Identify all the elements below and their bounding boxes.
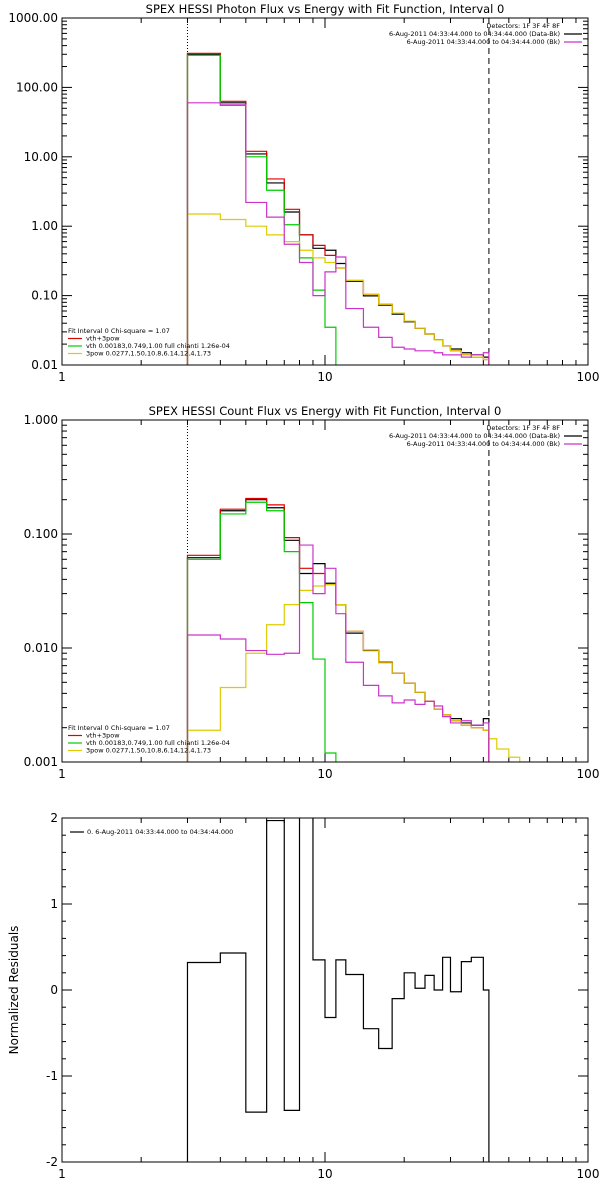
y-tick-label: 1000.00 xyxy=(8,11,58,25)
legend-entry-label: vth 0.00183,0.749,1.00 full chianti 1.26… xyxy=(86,342,230,350)
y-tick-label: -2 xyxy=(46,1155,58,1169)
series-line-bk xyxy=(186,102,490,365)
x-tick-label: 10 xyxy=(317,767,332,781)
legend-bottom-left: Fit Interval 0 Chi-square = 1.07vth+3pow… xyxy=(68,724,230,755)
panel-2: SPEX HESSI Count Flux vs Energy with Fit… xyxy=(24,404,600,781)
panel-3: 1 10 100 -2 -1 0 1 2 Normalized Residuals 0. 6-Au… xyxy=(7,811,599,1181)
legend-entry-label: 6-Aug-2011 04:33:44.000 to 04:34:44.000 … xyxy=(407,38,560,46)
legend-entry-label: vth+3pow xyxy=(86,335,120,343)
panel-1: SPEX HESSI Photon Flux vs Energy with Fi… xyxy=(8,2,599,384)
series-line-vth-3pow xyxy=(186,497,490,762)
series-line-bk xyxy=(186,544,490,762)
series-line-3pow xyxy=(186,213,490,365)
legend-title: Fit Interval 0 Chi-square = 1.07 xyxy=(68,724,170,732)
legend-bottom-left: Fit Interval 0 Chi-square = 1.07vth+3pow… xyxy=(68,327,230,358)
y-tick-label: -1 xyxy=(46,1069,58,1083)
plot-frame xyxy=(61,419,589,763)
x-tick-label: 1 xyxy=(58,370,66,384)
x-tick-label: 10 xyxy=(317,370,332,384)
y-tick-label: 0.010 xyxy=(24,641,58,655)
x-tick-label: 1 xyxy=(58,1167,66,1181)
legend-entry-label: 3pow 0.0277,1.50,10.8,6.14,12.4,1.73 xyxy=(86,747,211,755)
y-tick-label: 1.000 xyxy=(24,413,58,427)
legend-entry-label: 0. 6-Aug-2011 04:33:44.000 to 04:34:44.0… xyxy=(87,828,233,836)
legend-title: Detectors: 1F 3F 4F 8F xyxy=(486,22,560,30)
series-group xyxy=(186,52,490,365)
series-line-data-bk xyxy=(186,499,490,762)
legend-entry-label: 6-Aug-2011 04:33:44.000 to 04:34:44.000 … xyxy=(389,30,560,38)
series-group xyxy=(186,497,531,762)
x-tick-label: 100 xyxy=(577,370,600,384)
series-line-vth-3pow xyxy=(186,52,490,365)
y-tick-label: 0 xyxy=(50,983,58,997)
y-tick-label: 1.00 xyxy=(31,219,58,233)
series-line-residuals xyxy=(186,818,490,1162)
legend-entry-label: 6-Aug-2011 04:33:44.000 to 04:34:44.000 … xyxy=(407,440,560,448)
y-tick-label: 0.100 xyxy=(24,527,58,541)
y-tick-label: 0.001 xyxy=(24,755,58,769)
legend-entry-label: 3pow 0.0277,1.50,10.8,6.14,12.4,1.73 xyxy=(86,350,211,358)
legend-entry-label: 6-Aug-2011 04:33:44.000 to 04:34:44.000 … xyxy=(389,432,560,440)
series-group xyxy=(186,818,490,1162)
legend-entry-label: vth+3pow xyxy=(86,732,120,740)
y-tick-label: 2 xyxy=(50,811,58,825)
legend-top-left: 0. 6-Aug-2011 04:33:44.000 to 04:34:44.0… xyxy=(70,828,233,836)
x-tick-label: 1 xyxy=(58,767,66,781)
y-axis-label: Normalized Residuals xyxy=(7,926,21,1055)
y-tick-label: 1 xyxy=(50,897,58,911)
plot-frame xyxy=(61,17,589,366)
chart-title: SPEX HESSI Count Flux vs Energy with Fit… xyxy=(149,404,502,418)
plot-frame xyxy=(61,817,589,1163)
x-tick-label: 10 xyxy=(317,1167,332,1181)
chart-title: SPEX HESSI Photon Flux vs Energy with Fi… xyxy=(146,2,505,16)
x-tick-label: 100 xyxy=(577,1167,600,1181)
y-tick-label: 100.00 xyxy=(16,80,58,94)
legend-entry-label: vth 0.00183,0.749,1.00 full chianti 1.26… xyxy=(86,739,230,747)
legend-title: Fit Interval 0 Chi-square = 1.07 xyxy=(68,327,170,335)
legend-top-right: Detectors: 1F 3F 4F 8F6-Aug-2011 04:33:4… xyxy=(389,22,582,46)
y-tick-label: 0.10 xyxy=(31,289,58,303)
x-tick-label: 100 xyxy=(577,767,600,781)
y-tick-label: 0.01 xyxy=(31,358,58,372)
y-tick-label: 10.00 xyxy=(24,150,58,164)
series-line-vth xyxy=(186,501,337,762)
legend-title: Detectors: 1F 3F 4F 8F xyxy=(486,424,560,432)
legend-top-right: Detectors: 1F 3F 4F 8F6-Aug-2011 04:33:4… xyxy=(389,424,582,448)
series-line-3pow xyxy=(186,583,531,762)
